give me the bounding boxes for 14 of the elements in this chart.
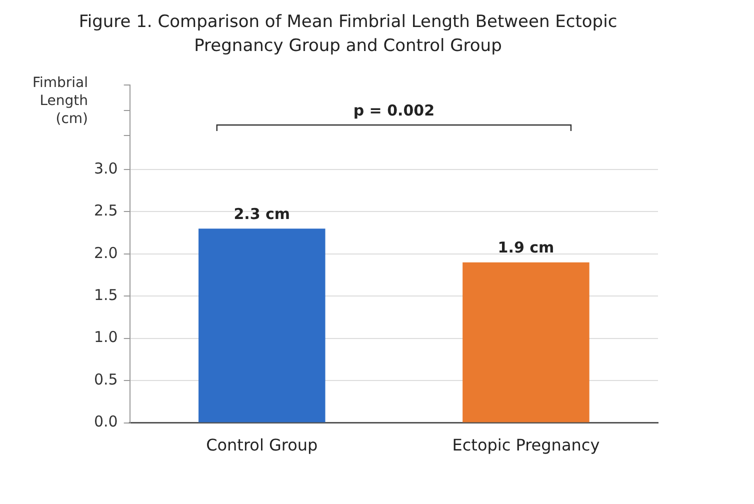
y-tick-label: 2.0	[94, 244, 118, 262]
y-tick-label: 0.5	[94, 370, 118, 388]
y-tick-label: 3.0	[94, 159, 118, 178]
y-tick-label: 1.5	[94, 286, 118, 304]
x-tick-label: Control Group	[206, 436, 318, 455]
y-tick-label: 2.5	[94, 202, 118, 220]
y-tick-label: 1.0	[94, 328, 118, 346]
annotation: p = 0.002	[353, 101, 435, 120]
chart-title: Figure 1. Comparison of Mean Fimbrial Length Between Ectopic Pregnancy Group and Control Group	[78, 11, 618, 58]
x-tick-label: Ectopic Pregnancy	[452, 436, 600, 455]
y-axis-title: Fimbrial Length (cm)	[31, 74, 88, 129]
y-tick-label: 0.0	[94, 412, 118, 431]
data-label: 1.9 cm	[498, 238, 554, 257]
data-label: 2.3 cm	[234, 204, 290, 223]
